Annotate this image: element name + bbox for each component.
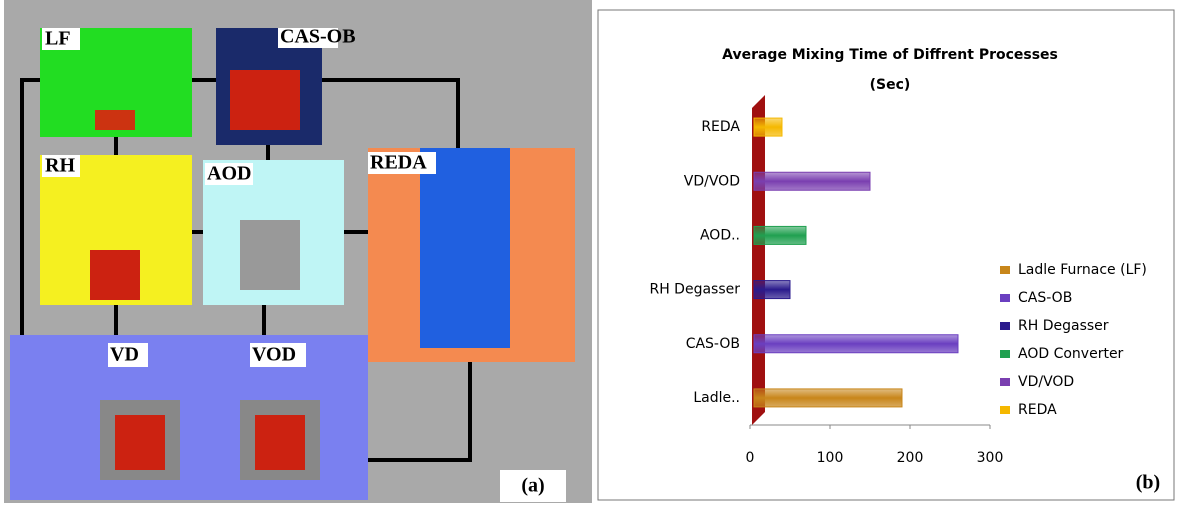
bar [754,335,958,353]
legend-label: Ladle Furnace (LF) [1018,262,1147,278]
process-label: REDA [370,152,427,174]
legend-swatch [1000,294,1010,302]
panel-label: (a) [521,475,544,497]
legend-swatch [1000,406,1010,414]
legend-swatch [1000,378,1010,386]
vessel [115,415,165,470]
x-tick-label: 100 [817,450,844,466]
x-tick-label: 200 [897,450,924,466]
process-label: VD [110,344,139,366]
vessel [230,70,300,130]
process-label: RH [45,155,75,177]
legend-label: AOD Converter [1018,346,1124,362]
y-tick-label: AOD.. [700,227,740,243]
process-label: VOD [252,344,296,366]
bar [754,281,790,299]
y-tick-label: Ladle.. [693,390,740,406]
vessel [90,250,140,300]
legend-swatch [1000,266,1010,274]
bar [754,172,870,190]
y-tick-label: RH Degasser [649,282,740,298]
x-tick-label: 300 [977,450,1004,466]
vessel [95,110,135,130]
legend-label: CAS-OB [1018,290,1072,306]
panel-label: (b) [1136,472,1160,494]
process-label: CAS-OB [280,26,356,48]
x-tick-label: 0 [746,450,755,466]
reda-sim [420,148,510,348]
bar [754,118,782,136]
vessel [240,220,300,290]
chart-subtitle: (Sec) [870,77,911,93]
legend-swatch [1000,322,1010,330]
y-tick-label: REDA [701,119,740,135]
process-label: LF [45,28,71,50]
legend-label: VD/VOD [1018,374,1074,390]
figure: LF CAS-OB RH AOD REDA VD VOD (a) Average… [0,0,1178,503]
legend-label: REDA [1018,402,1057,418]
diagram-panel: LF CAS-OB RH AOD REDA VD VOD (a) [4,0,592,503]
vessel [255,415,305,470]
process-label: AOD [207,163,251,185]
axis-wall [752,95,765,425]
y-tick-label: CAS-OB [686,336,740,352]
y-tick-label: VD/VOD [684,173,740,189]
bar [754,389,902,407]
legend-swatch [1000,350,1010,358]
chart-panel: Average Mixing Time of Diffrent Processe… [598,10,1174,500]
bar [754,226,806,244]
chart-title: Average Mixing Time of Diffrent Processe… [722,47,1058,63]
legend-label: RH Degasser [1018,318,1109,334]
